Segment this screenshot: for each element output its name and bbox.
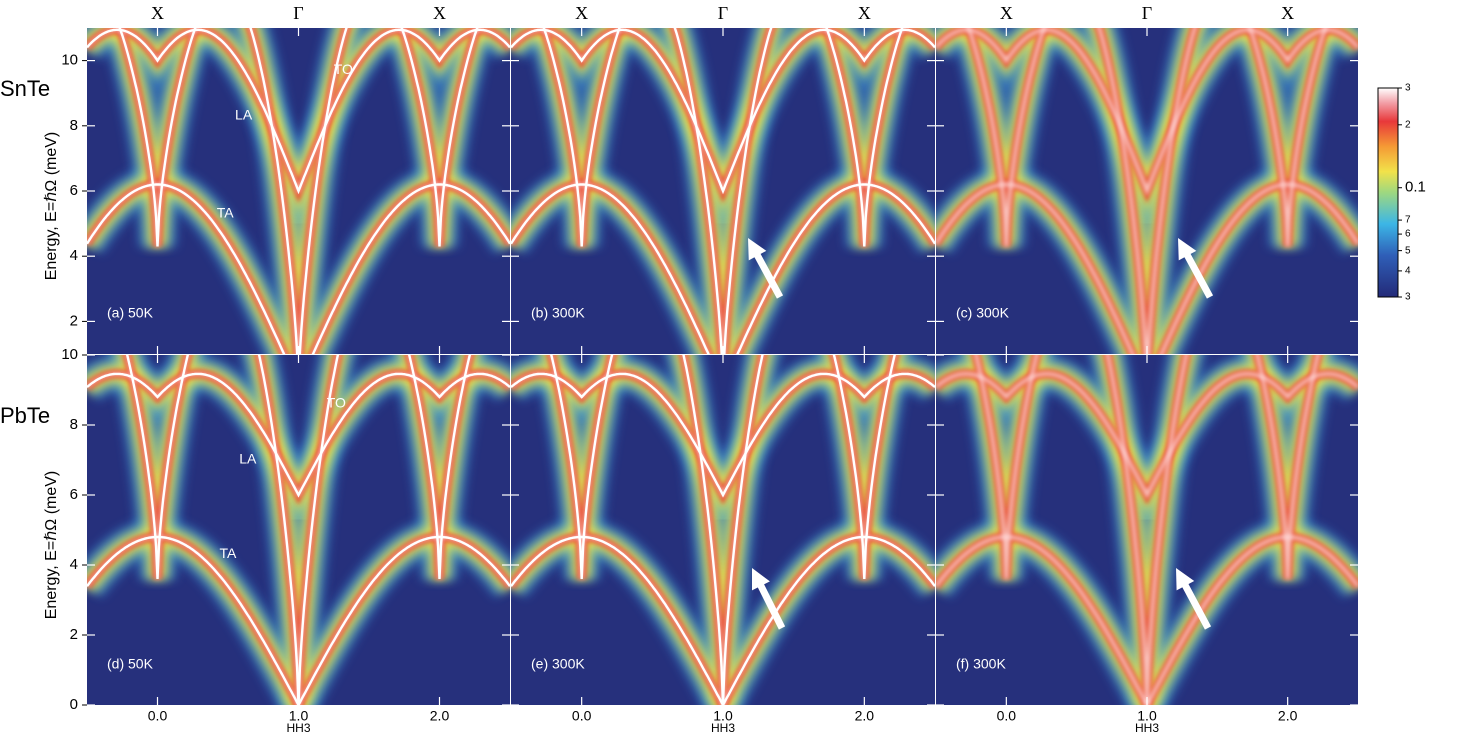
y-tick-label: 8	[70, 117, 78, 134]
arrow-head	[1176, 568, 1195, 591]
x-tick-label: 0.0	[572, 708, 592, 724]
arrow-head	[1178, 238, 1197, 261]
panel-label: (e) 300K	[531, 656, 585, 672]
x-axis-label: HH3	[711, 721, 735, 734]
dispersion-curve	[87, 372, 510, 498]
colorbar-tick-label: 3	[1405, 83, 1411, 94]
arrow-shaft	[1180, 246, 1214, 299]
dispersion-curve	[511, 535, 935, 705]
branch-label: TO	[327, 395, 346, 411]
symmetry-label: X	[151, 3, 164, 23]
branch-label: LA	[235, 107, 253, 123]
intensity-band	[936, 182, 1358, 354]
dispersion-curve	[511, 28, 935, 195]
x-tick-label: 1.0	[713, 708, 733, 724]
panel: 0.0 1.0 2.0 HH3 (f) 300K	[936, 354, 1358, 734]
symmetry-label: X	[1281, 3, 1294, 23]
panel-content	[936, 28, 1358, 354]
dispersion-curve	[550, 355, 896, 705]
x-tick-label: 1.0	[1137, 708, 1157, 724]
y-tick-label: 10	[61, 52, 78, 69]
panel-label: (d) 50K	[107, 656, 154, 672]
intensity-band	[974, 355, 1320, 705]
arrow-head	[748, 238, 767, 261]
arrow-shaft	[1178, 576, 1212, 630]
arrow-head	[752, 568, 770, 591]
dispersion-curve	[87, 28, 510, 195]
intensity-band	[936, 28, 1358, 197]
symmetry-label: X	[433, 3, 446, 23]
colorbar-tick-label: 7	[1405, 215, 1411, 226]
panel-content	[87, 28, 510, 354]
y-tick-label: 4	[70, 556, 78, 573]
y-tick-label: 6	[70, 486, 78, 503]
panel: 0.0 1.0 2.0 HH3 (e) 300K	[511, 354, 935, 734]
y-axis-label: Energy, E=ℏΩ (meV)	[43, 132, 60, 281]
symmetry-label: X	[575, 3, 588, 23]
panel-label: (f) 300K	[956, 656, 1006, 672]
arrow-shaft	[750, 246, 784, 299]
colorbar-tick-label: 0.1	[1405, 179, 1426, 196]
x-tick-label: 0.0	[148, 708, 168, 724]
y-tick-label: 0	[70, 696, 78, 713]
colorbar-tick-label: 4	[1405, 266, 1411, 277]
dispersion-curve	[126, 355, 471, 705]
symmetry-label: X	[858, 3, 871, 23]
branch-label: TO	[334, 61, 353, 77]
intensity-band	[966, 28, 1328, 354]
colorbar-tick-label: 2	[1405, 119, 1411, 130]
panel-label: (b) 300K	[531, 305, 585, 321]
y-tick-label: 8	[70, 416, 78, 433]
intensity-band	[936, 535, 1358, 705]
panel: X Γ X (b) 300K	[511, 3, 935, 354]
y-tick-label: 10	[61, 346, 78, 363]
y-tick-label: 2	[70, 626, 78, 643]
branch-label: LA	[239, 451, 257, 467]
x-tick-label: 1.0	[289, 708, 309, 724]
x-axis-label: HH3	[286, 721, 310, 734]
x-tick-label: 2.0	[855, 708, 875, 724]
intensity-band	[936, 371, 1358, 500]
panel-content	[511, 355, 935, 705]
symmetry-label: Γ	[1142, 3, 1152, 23]
dispersion-curve	[118, 28, 479, 354]
colorbar-tick-label: 6	[1405, 229, 1411, 240]
colorbar-tick-label: 5	[1405, 245, 1411, 256]
panel-label: (c) 300K	[956, 305, 1010, 321]
panel: 2 4 6 8 10 X Γ X (a) 50K TO LA TA SnTe Energy, E=ℏΩ (…	[0, 3, 510, 354]
branch-label: TA	[217, 205, 235, 221]
symmetry-label: Γ	[718, 3, 728, 23]
colorbar	[1377, 87, 1399, 298]
symmetry-label: Γ	[293, 3, 303, 23]
branch-label: TA	[220, 545, 238, 561]
x-tick-label: 2.0	[1278, 708, 1298, 724]
x-tick-label: 0.0	[997, 708, 1017, 724]
arrow-shaft	[754, 577, 786, 630]
y-tick-label: 2	[70, 312, 78, 329]
symmetry-label: X	[1000, 3, 1013, 23]
dispersion-curve	[511, 372, 935, 498]
panel: X Γ X (c) 300K	[936, 3, 1358, 354]
panel-label: (a) 50K	[107, 305, 154, 321]
panel-content	[87, 355, 510, 705]
dispersion-curve	[87, 535, 510, 705]
y-axis-label: Energy, E=ℏΩ (meV)	[43, 471, 60, 620]
panel: 0 2 4 6 8 10 0.0 1.0 2.0 HH3 (d) 50K TO LA TA PbTe Ener…	[0, 346, 510, 734]
y-tick-label: 4	[70, 247, 78, 264]
x-tick-label: 2.0	[430, 708, 450, 724]
row-label: SnTe	[0, 76, 50, 101]
y-tick-label: 6	[70, 182, 78, 199]
dispersion-curve	[511, 183, 935, 354]
dispersion-curve	[542, 28, 904, 354]
panel-content	[511, 28, 935, 354]
dispersion-curve	[87, 183, 510, 354]
x-axis-label: HH3	[1135, 721, 1159, 734]
panel-content	[936, 355, 1358, 705]
row-label: PbTe	[0, 403, 50, 428]
colorbar-tick-label: 3	[1405, 292, 1411, 303]
